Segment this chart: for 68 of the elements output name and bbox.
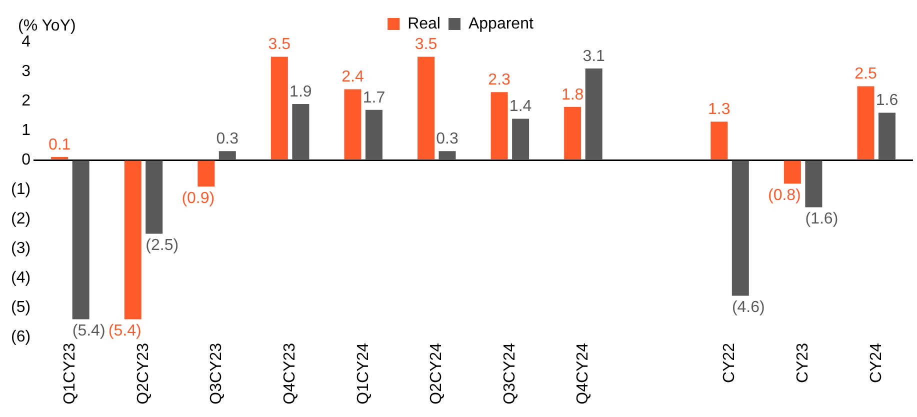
data-label: 3.5 (414, 36, 438, 54)
y-tick-label: 1 (22, 122, 31, 139)
bar (732, 160, 749, 296)
bar (344, 89, 362, 160)
legend-label: Real (408, 15, 440, 32)
data-label: 0.3 (216, 130, 239, 148)
x-tick-label: Q1CY23 (62, 342, 79, 404)
bar (585, 68, 602, 160)
data-label: (4.6) (732, 299, 765, 316)
y-tick-label: (3) (10, 240, 31, 257)
bar (878, 112, 896, 160)
x-tick-label: Q2CY23 (134, 342, 152, 404)
data-label: 1.7 (362, 89, 386, 106)
bar (805, 160, 822, 208)
bar (418, 56, 435, 160)
y-tick-label: (1) (10, 180, 31, 198)
data-label: 2.3 (488, 72, 511, 89)
x-tick-label: Q3CY24 (501, 342, 518, 404)
data-label: 0.1 (48, 136, 71, 154)
data-label: (1.6) (805, 210, 838, 228)
y-tick-label: (5) (10, 298, 31, 316)
bar (198, 160, 215, 187)
data-label: (2.5) (146, 237, 179, 254)
bar (438, 151, 456, 160)
x-tick-label: Q2CY24 (428, 342, 446, 404)
data-label: 1.9 (290, 83, 312, 100)
bar (365, 110, 382, 160)
bar (710, 122, 728, 160)
y-tick-label: 3 (22, 62, 31, 80)
data-label: (5.4) (108, 322, 142, 340)
bar (784, 160, 801, 184)
y-tick-label: 2 (22, 92, 31, 110)
bar (124, 160, 142, 320)
bar (72, 160, 90, 320)
y-tick-label: (4) (10, 269, 31, 286)
bar (512, 118, 530, 160)
data-label: 0.3 (436, 130, 458, 148)
y-axis-title: (% YoY) (18, 17, 76, 34)
x-tick-label: Q1CY24 (354, 342, 372, 404)
x-tick-label: Q3CY23 (208, 342, 226, 404)
x-tick-label: CY22 (721, 342, 738, 384)
data-label: 1.3 (708, 101, 730, 118)
bar (292, 104, 310, 160)
bar (490, 92, 508, 160)
data-label: 2.5 (854, 66, 877, 83)
data-label: 3.1 (582, 48, 606, 65)
x-tick-label: Q4CY23 (281, 342, 298, 404)
bar (857, 86, 874, 160)
bar (270, 56, 288, 160)
bar (564, 106, 582, 160)
bar (146, 160, 163, 234)
data-label: 1.4 (509, 98, 532, 116)
data-label: (5.4) (72, 322, 106, 340)
bar (218, 151, 236, 160)
y-tick-label: (6) (10, 328, 31, 346)
data-label: (0.8) (768, 187, 801, 204)
x-tick-label: CY23 (794, 342, 812, 384)
data-label: 1.6 (876, 92, 898, 110)
data-label: 1.8 (561, 86, 584, 104)
x-tick-label: CY24 (868, 342, 885, 384)
y-tick-label: 0 (22, 151, 31, 168)
x-tick-label: Q4CY24 (574, 342, 592, 404)
data-label: (0.9) (182, 190, 215, 207)
y-tick-label: 4 (22, 33, 31, 50)
data-label: 3.5 (268, 36, 291, 54)
data-label: 2.4 (342, 68, 364, 86)
legend-label: Apparent (468, 15, 534, 32)
y-tick-label: (2) (10, 210, 31, 228)
